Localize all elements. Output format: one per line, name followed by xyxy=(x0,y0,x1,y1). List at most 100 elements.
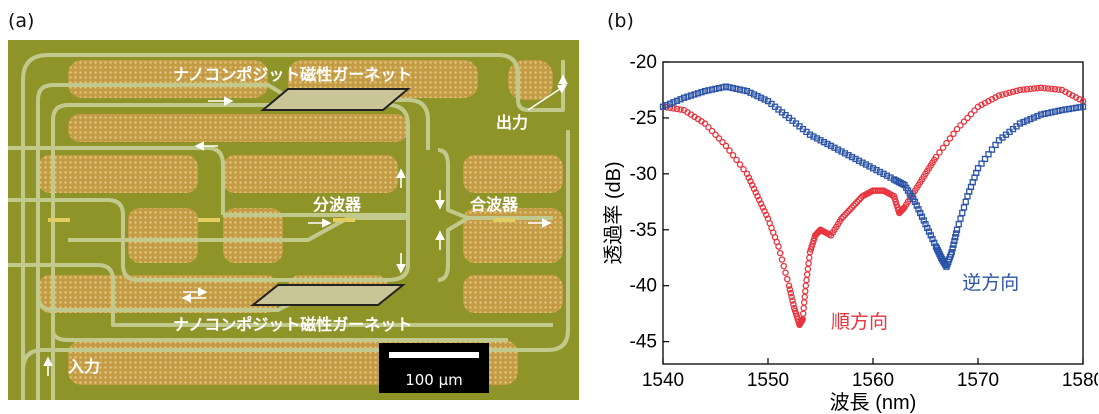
data-point xyxy=(803,271,811,278)
data-point xyxy=(1013,87,1020,95)
data-point xyxy=(719,138,726,146)
y-tick-label: -25 xyxy=(630,108,657,129)
data-point xyxy=(925,228,933,235)
data-point xyxy=(740,87,747,94)
data-point xyxy=(789,297,796,304)
data-point xyxy=(802,282,810,289)
data-point xyxy=(729,84,737,92)
data-point xyxy=(677,96,684,103)
axes xyxy=(662,61,1084,365)
data-point xyxy=(785,282,793,289)
data-point xyxy=(740,165,747,173)
data-point xyxy=(719,84,726,91)
data-point xyxy=(1020,86,1027,93)
data-point xyxy=(1051,108,1059,115)
data-point xyxy=(705,87,712,94)
data-point xyxy=(712,131,719,138)
data-point xyxy=(687,92,695,99)
y-axis-label: 透過率 (dB) xyxy=(602,161,625,264)
data-point xyxy=(1034,84,1041,92)
data-point xyxy=(960,204,968,211)
data-point xyxy=(698,89,705,96)
series-backward xyxy=(659,83,1087,270)
data-point xyxy=(927,232,934,239)
input-label: 入力 xyxy=(68,357,100,376)
data-point xyxy=(899,180,906,188)
data-point xyxy=(974,165,982,172)
data-point xyxy=(1030,114,1038,121)
data-point xyxy=(971,107,978,114)
data-point xyxy=(750,91,758,98)
data-point xyxy=(951,237,958,245)
data-point xyxy=(726,84,733,91)
data-point xyxy=(893,201,900,208)
data-point xyxy=(920,217,927,224)
data-point xyxy=(757,94,765,101)
splitter-label: 分波器 xyxy=(313,195,362,214)
data-point xyxy=(948,248,955,256)
light-direction-arrows xyxy=(43,74,568,376)
data-point xyxy=(1020,118,1027,126)
series-layer xyxy=(659,83,1087,329)
data-point xyxy=(949,245,956,252)
backward-series-label: 逆方向 xyxy=(962,272,1019,294)
data-point xyxy=(736,86,744,93)
data-point xyxy=(950,241,957,248)
data-point xyxy=(924,224,931,232)
labels-layer: 1540 1550 1560 1570 1580 -20 -25 -30 -35 -40 -45 波長… xyxy=(602,52,1098,414)
data-point xyxy=(964,114,971,122)
data-point xyxy=(722,142,730,150)
data-point xyxy=(1072,104,1080,112)
x-tick-label: 1550 xyxy=(747,370,789,391)
garnet-patch-bottom xyxy=(250,284,406,306)
data-point xyxy=(1076,104,1083,111)
data-point xyxy=(800,299,808,306)
data-point xyxy=(913,202,920,209)
data-point xyxy=(816,227,823,234)
data-point xyxy=(790,304,798,312)
data-point xyxy=(1044,109,1052,117)
data-point xyxy=(677,106,684,113)
y-tick-label: -45 xyxy=(630,332,657,353)
data-point xyxy=(800,304,807,312)
data-point xyxy=(778,256,786,263)
data-point xyxy=(788,293,795,301)
micrograph-panel: ナノコンポジット磁性ガーネット ナノコンポジット磁性ガーネット 出力 分波器 合… xyxy=(8,40,579,400)
data-point xyxy=(783,275,791,283)
data-point xyxy=(1037,111,1045,118)
data-point xyxy=(747,89,754,96)
data-point xyxy=(891,195,899,203)
data-point xyxy=(799,310,807,317)
garnet-patch-top xyxy=(260,88,411,111)
data-point xyxy=(782,269,789,276)
data-point xyxy=(1027,85,1034,93)
data-point xyxy=(1027,115,1034,123)
scale-bar-label: 100 μm xyxy=(405,371,463,389)
data-point xyxy=(939,144,947,152)
data-point xyxy=(1016,86,1024,94)
data-point xyxy=(803,276,810,284)
x-tick-label: 1570 xyxy=(957,370,999,391)
data-point xyxy=(918,213,926,220)
data-point xyxy=(708,86,716,93)
data-point xyxy=(950,130,957,138)
data-point xyxy=(670,105,677,112)
x-tick-label: 1580 xyxy=(1062,370,1098,391)
data-point xyxy=(809,240,816,248)
data-point xyxy=(1009,88,1017,96)
data-point xyxy=(946,135,954,142)
garnet-label-top: ナノコンポジット磁性ガーネット xyxy=(173,65,412,84)
data-point xyxy=(1041,110,1048,117)
data-point xyxy=(1069,105,1076,112)
garnet-label-bottom: ナノコンポジット磁性ガーネット xyxy=(173,315,412,334)
combiner-label: 合波器 xyxy=(470,195,519,214)
data-point xyxy=(1055,107,1062,114)
data-point xyxy=(673,105,681,113)
data-point xyxy=(670,99,677,106)
y-tick-label: -35 xyxy=(630,220,657,241)
data-point xyxy=(952,230,960,237)
x-axis-label: 波長 (nm) xyxy=(830,391,917,414)
data-point xyxy=(792,310,800,317)
scale-bar xyxy=(389,352,479,358)
data-point xyxy=(952,234,959,241)
